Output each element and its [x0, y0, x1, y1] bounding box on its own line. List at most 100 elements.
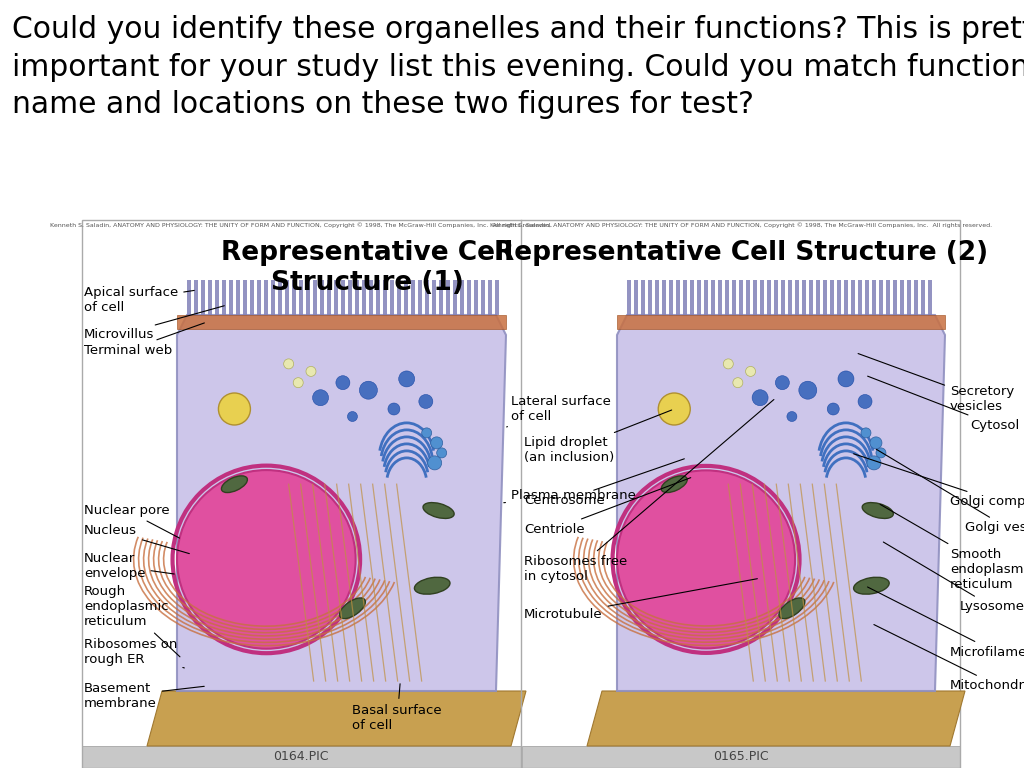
- Bar: [82, 746, 521, 768]
- Bar: [292, 280, 296, 315]
- Bar: [229, 280, 232, 315]
- Bar: [383, 280, 386, 315]
- Bar: [341, 280, 344, 315]
- Circle shape: [336, 376, 350, 389]
- Text: Could you identify these organelles and their functions? This is pretty
importan: Could you identify these organelles and …: [12, 15, 1024, 120]
- Bar: [690, 280, 693, 315]
- Bar: [858, 280, 861, 315]
- Bar: [334, 280, 338, 315]
- Bar: [453, 280, 457, 315]
- Bar: [809, 280, 812, 315]
- Bar: [299, 280, 302, 315]
- Ellipse shape: [662, 476, 687, 492]
- Circle shape: [428, 456, 441, 470]
- Bar: [914, 280, 918, 315]
- Text: Golgi complex: Golgi complex: [854, 454, 1024, 508]
- Text: Microtubule: Microtubule: [524, 579, 758, 621]
- Text: Ribosomes on
rough ER: Ribosomes on rough ER: [84, 638, 184, 668]
- Text: Microfilament: Microfilament: [867, 587, 1024, 658]
- Text: Kenneth S. Saladin, ANATOMY AND PHYSIOLOGY: THE UNITY OF FORM AND FUNCTION, Copy: Kenneth S. Saladin, ANATOMY AND PHYSIOLO…: [50, 222, 552, 228]
- Bar: [767, 280, 770, 315]
- Bar: [851, 280, 854, 315]
- Circle shape: [398, 371, 415, 387]
- Bar: [236, 280, 240, 315]
- Ellipse shape: [862, 502, 893, 518]
- Circle shape: [347, 412, 357, 422]
- Bar: [865, 280, 868, 315]
- Bar: [823, 280, 826, 315]
- Text: Nuclear pore: Nuclear pore: [84, 504, 179, 538]
- Circle shape: [867, 456, 881, 470]
- Text: Golgi vesicle: Golgi vesicle: [877, 449, 1024, 535]
- Bar: [648, 280, 651, 315]
- Bar: [446, 280, 450, 315]
- Bar: [474, 280, 477, 315]
- Ellipse shape: [221, 476, 248, 492]
- Bar: [278, 280, 282, 315]
- Bar: [411, 280, 415, 315]
- Bar: [439, 280, 442, 315]
- Bar: [208, 280, 212, 315]
- Bar: [418, 280, 422, 315]
- Bar: [481, 280, 484, 315]
- Circle shape: [723, 359, 733, 369]
- Bar: [201, 280, 205, 315]
- Bar: [397, 280, 400, 315]
- Bar: [627, 280, 631, 315]
- Circle shape: [617, 470, 795, 648]
- Bar: [488, 280, 492, 315]
- Bar: [705, 280, 708, 315]
- Ellipse shape: [340, 598, 366, 618]
- Circle shape: [359, 381, 378, 399]
- Text: Cytosol: Cytosol: [867, 376, 1019, 432]
- Text: Basal surface
of cell: Basal surface of cell: [352, 684, 442, 732]
- Polygon shape: [617, 315, 945, 691]
- Circle shape: [312, 389, 329, 406]
- Circle shape: [388, 403, 400, 415]
- Bar: [872, 280, 876, 315]
- Bar: [641, 280, 644, 315]
- Circle shape: [745, 366, 756, 376]
- Bar: [215, 280, 218, 315]
- Bar: [222, 280, 225, 315]
- Circle shape: [306, 366, 316, 376]
- Text: Centrosome: Centrosome: [524, 458, 684, 507]
- Bar: [285, 280, 289, 315]
- Bar: [662, 280, 666, 315]
- Circle shape: [431, 437, 442, 449]
- Text: Lateral surface
of cell: Lateral surface of cell: [507, 395, 611, 427]
- Circle shape: [284, 359, 294, 369]
- Bar: [816, 280, 819, 315]
- Bar: [82, 220, 961, 768]
- Circle shape: [419, 395, 433, 409]
- Circle shape: [293, 378, 303, 388]
- Bar: [404, 280, 408, 315]
- Polygon shape: [587, 691, 965, 746]
- Ellipse shape: [415, 578, 450, 594]
- Text: Centriole: Centriole: [524, 478, 691, 536]
- Bar: [907, 280, 910, 315]
- Bar: [711, 280, 715, 315]
- Bar: [718, 280, 722, 315]
- Bar: [617, 315, 945, 329]
- Text: Plasma membrane: Plasma membrane: [504, 489, 636, 503]
- Circle shape: [733, 378, 742, 388]
- Polygon shape: [147, 691, 526, 746]
- Bar: [348, 280, 351, 315]
- Text: 0164.PIC: 0164.PIC: [273, 750, 329, 763]
- Text: Smooth
endoplasmic
reticulum: Smooth endoplasmic reticulum: [881, 505, 1024, 591]
- Bar: [928, 280, 932, 315]
- Circle shape: [838, 371, 854, 387]
- Text: Representative Cell Structure (2): Representative Cell Structure (2): [494, 240, 988, 266]
- Bar: [725, 280, 728, 315]
- Bar: [655, 280, 658, 315]
- Ellipse shape: [854, 578, 889, 594]
- Circle shape: [786, 412, 797, 422]
- Bar: [362, 280, 366, 315]
- Text: Nucleus: Nucleus: [84, 524, 189, 554]
- Bar: [250, 280, 254, 315]
- Bar: [921, 280, 925, 315]
- Bar: [774, 280, 777, 315]
- Circle shape: [775, 376, 790, 389]
- Bar: [844, 280, 848, 315]
